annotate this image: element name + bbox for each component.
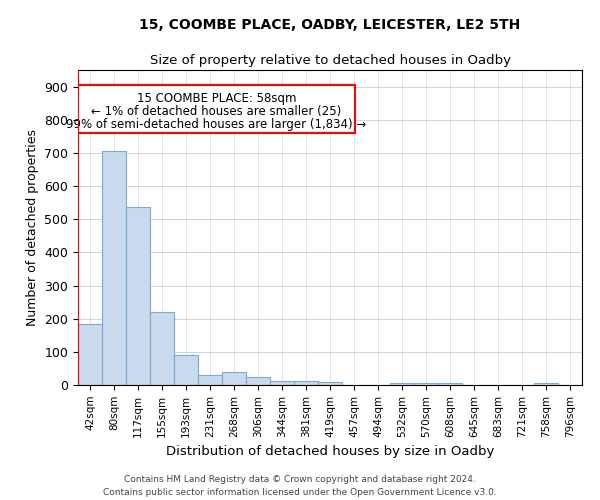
Bar [126, 207, 150, 385]
Text: 15, COOMBE PLACE, OADBY, LEICESTER, LE2 5TH: 15, COOMBE PLACE, OADBY, LEICESTER, LE2 … [139, 18, 521, 32]
X-axis label: Distribution of detached houses by size in Oadby: Distribution of detached houses by size … [166, 445, 494, 458]
Bar [438, 383, 462, 385]
Text: ← 1% of detached houses are smaller (25): ← 1% of detached houses are smaller (25) [91, 105, 342, 118]
Bar [222, 372, 246, 385]
Bar [318, 382, 342, 385]
Text: 15 COOMBE PLACE: 58sqm: 15 COOMBE PLACE: 58sqm [137, 92, 296, 105]
Bar [198, 375, 222, 385]
Bar [78, 85, 355, 133]
Text: 99% of semi-detached houses are larger (1,834) →: 99% of semi-detached houses are larger (… [67, 118, 367, 131]
Bar [270, 381, 294, 385]
Bar [390, 383, 414, 385]
Text: Contains HM Land Registry data © Crown copyright and database right 2024.: Contains HM Land Registry data © Crown c… [124, 476, 476, 484]
Bar [150, 312, 174, 385]
Bar [246, 376, 270, 385]
Text: Contains public sector information licensed under the Open Government Licence v3: Contains public sector information licen… [103, 488, 497, 497]
Bar [294, 381, 318, 385]
Title: Size of property relative to detached houses in Oadby: Size of property relative to detached ho… [149, 54, 511, 68]
Y-axis label: Number of detached properties: Number of detached properties [26, 129, 39, 326]
Bar [78, 324, 102, 385]
Bar [102, 151, 126, 385]
Bar [414, 383, 438, 385]
Bar [534, 382, 558, 385]
Bar [174, 355, 198, 385]
